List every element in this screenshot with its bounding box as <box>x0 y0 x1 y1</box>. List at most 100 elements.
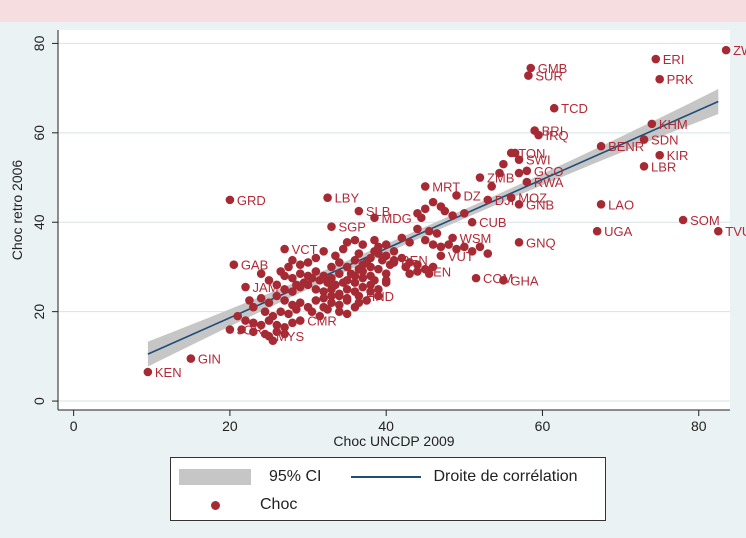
data-point <box>432 229 442 238</box>
data-point <box>381 269 391 278</box>
data-point <box>397 253 407 263</box>
point-label: CUB <box>479 215 506 230</box>
data-point <box>327 262 336 272</box>
data-point <box>530 126 539 135</box>
data-point <box>350 235 360 245</box>
y-axis-title: Choc retro 2006 <box>9 160 25 261</box>
data-point <box>323 193 332 202</box>
data-point <box>420 182 430 191</box>
data-point <box>506 148 516 158</box>
data-point <box>225 195 235 205</box>
point-label: KHM <box>659 117 688 132</box>
point-swatch <box>211 500 220 510</box>
data-point <box>342 238 352 247</box>
data-point <box>354 264 364 274</box>
data-point <box>256 293 266 303</box>
data-point <box>331 280 340 290</box>
x-axis-title: Choc UNCDP 2009 <box>333 433 454 449</box>
data-point <box>186 354 196 363</box>
data-point <box>323 305 332 314</box>
grid-lines <box>58 42 730 402</box>
data-point <box>377 255 387 265</box>
data-point <box>295 269 305 278</box>
point-label: BEN <box>401 253 428 268</box>
data-point <box>514 200 524 209</box>
data-point <box>651 54 661 64</box>
data-point <box>315 276 325 285</box>
data-point <box>256 269 266 278</box>
ci-swatch <box>179 469 251 485</box>
data-point <box>335 307 344 316</box>
data-point <box>280 244 289 254</box>
data-point <box>440 206 450 216</box>
data-point <box>428 262 438 272</box>
data-point <box>327 291 336 301</box>
data-point <box>452 191 461 200</box>
point-label: GRD <box>237 193 266 208</box>
data-point <box>295 260 305 270</box>
data-point <box>452 244 461 254</box>
data-point <box>366 287 375 296</box>
point-label: LBY <box>335 191 360 206</box>
point-label: DZ <box>464 188 481 203</box>
data-point <box>288 255 297 265</box>
data-point <box>335 269 344 278</box>
data-point <box>335 258 344 267</box>
data-point <box>413 224 422 234</box>
data-point <box>280 271 289 281</box>
point-label: GNB <box>526 197 554 212</box>
point-label: SOM <box>690 213 720 228</box>
data-point <box>342 293 352 303</box>
x-tick-label: 0 <box>70 418 78 434</box>
data-point <box>448 233 457 243</box>
data-point <box>346 269 356 278</box>
data-point <box>350 255 360 265</box>
data-point <box>374 291 383 301</box>
data-point <box>264 276 274 285</box>
data-point <box>229 260 239 270</box>
data-point <box>358 282 368 292</box>
point-label: CMR <box>307 314 337 329</box>
fit-line <box>147 100 719 355</box>
point-label: UGA <box>604 224 633 239</box>
point-label: ZMB <box>487 171 514 186</box>
point-label: BEN <box>424 264 451 279</box>
data-point <box>506 193 516 202</box>
point-label: ZWE <box>733 43 746 58</box>
data-point <box>245 296 254 305</box>
data-point <box>475 242 485 252</box>
data-point <box>295 316 305 325</box>
data-point <box>249 318 258 328</box>
data-point <box>483 249 493 258</box>
point-label: SWI <box>526 153 551 168</box>
data-point <box>350 278 360 287</box>
data-point <box>381 240 391 249</box>
data-point <box>311 284 321 294</box>
data-point <box>319 293 328 303</box>
data-point <box>424 269 434 278</box>
legend-ci-label: 95% CI <box>269 468 322 485</box>
data-point <box>323 278 332 287</box>
data-point <box>549 103 559 113</box>
data-point <box>280 284 289 294</box>
point-label: SGP <box>338 220 365 235</box>
data-point <box>448 211 457 220</box>
data-point <box>405 269 414 278</box>
data-point <box>264 331 274 341</box>
y-tick-label: 40 <box>31 214 47 230</box>
data-point <box>639 135 649 144</box>
data-point <box>342 309 352 319</box>
data-point <box>428 197 438 207</box>
data-point <box>424 226 434 236</box>
point-label: RWA <box>534 175 564 190</box>
data-point <box>292 280 301 290</box>
data-point <box>307 307 317 316</box>
point-label: VUT <box>448 249 474 264</box>
point-label: KEN <box>155 365 182 380</box>
data-point <box>303 258 313 267</box>
data-point <box>499 159 508 169</box>
data-point <box>639 162 649 171</box>
data-point <box>381 276 391 285</box>
data-point <box>237 325 246 334</box>
